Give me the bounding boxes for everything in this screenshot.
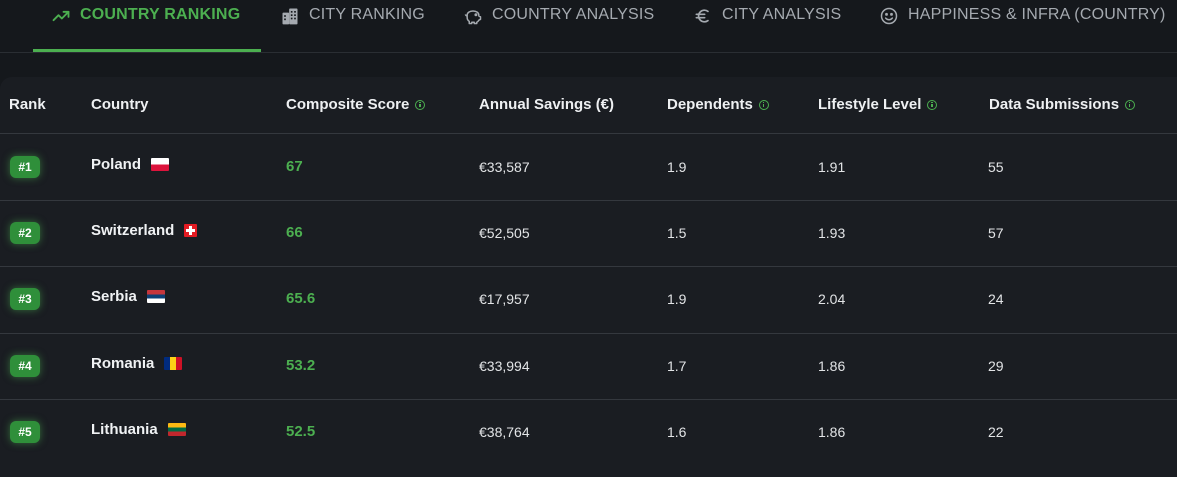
poland-flag-icon (151, 158, 170, 171)
tab-label: CITY ANALYSIS (722, 6, 842, 23)
lifestyle-level: 1.93 (818, 225, 846, 241)
country-name: Poland (91, 156, 142, 173)
rank-badge: #5 (10, 421, 40, 443)
lifestyle-level: 1.86 (818, 424, 846, 440)
tab-label: COUNTRY RANKING (80, 6, 241, 23)
country-cell: Romania (91, 355, 183, 372)
switzerland-flag-icon (184, 224, 198, 237)
tab-country-ranking[interactable]: COUNTRY RANKING (51, 0, 240, 50)
table-row[interactable]: #4 Romania 53.2 €33,994 1.7 1.86 29 (0, 333, 1177, 400)
annual-savings: €17,957 (479, 291, 530, 307)
composite-score: 66 (286, 224, 303, 241)
country-cell: Serbia (91, 288, 165, 305)
country-name: Romania (91, 355, 155, 372)
country-cell: Switzerland (91, 222, 198, 239)
tab-label: CITY RANKING (309, 6, 425, 23)
info-icon[interactable] (415, 99, 426, 110)
composite-score: 67 (286, 158, 303, 175)
column-header-composite-score[interactable]: Composite Score (286, 96, 426, 113)
dependents: 1.7 (667, 358, 687, 374)
tab-country-analysis[interactable]: COUNTRY ANALYSIS (463, 0, 654, 50)
lithuania-flag-icon (167, 423, 186, 436)
column-header-data-submissions[interactable]: Data Submissions (989, 96, 1136, 113)
serbia-flag-icon (146, 290, 165, 303)
data-submissions: 55 (988, 159, 1004, 175)
country-cell: Poland (91, 156, 170, 173)
ranking-table-panel (0, 77, 1177, 477)
info-icon[interactable] (1125, 99, 1136, 110)
smile-icon (880, 7, 898, 25)
country-cell: Lithuania (91, 421, 186, 438)
data-submissions: 29 (988, 358, 1004, 374)
annual-savings: €38,764 (479, 424, 530, 440)
table-row[interactable]: #2 Switzerland 66 €52,505 1.5 1.93 57 (0, 200, 1177, 267)
active-tab-indicator (33, 49, 261, 52)
data-submissions: 22 (988, 424, 1004, 440)
info-icon[interactable] (758, 99, 769, 110)
country-name: Switzerland (91, 222, 175, 239)
dependents: 1.5 (667, 225, 687, 241)
table-row[interactable]: #3 Serbia 65.6 €17,957 1.9 2.04 24 (0, 267, 1177, 334)
table-row[interactable]: #5 Lithuania 52.5 €38,764 1.6 1.86 22 (0, 399, 1177, 465)
euro-icon (695, 9, 709, 23)
lifestyle-level: 1.91 (818, 159, 846, 175)
trending-up-icon (52, 10, 70, 22)
column-header-country[interactable]: Country (91, 96, 149, 113)
column-header-dependents[interactable]: Dependents (667, 96, 769, 113)
annual-savings: €33,587 (479, 159, 530, 175)
tab-bar: COUNTRY RANKING CITY RANKING COUNTRY ANA… (0, 0, 1177, 53)
rank-badge: #4 (10, 355, 40, 377)
annual-savings: €52,505 (479, 225, 530, 241)
dependents: 1.6 (667, 424, 687, 440)
column-header-rank[interactable]: Rank (9, 96, 46, 113)
composite-score: 52.5 (286, 423, 316, 440)
column-header-lifestyle-level[interactable]: Lifestyle Level (818, 96, 938, 113)
data-submissions: 57 (988, 225, 1004, 241)
rank-badge: #1 (10, 156, 40, 178)
tab-happiness-infra[interactable]: HAPPINESS & INFRA (COUNTRY) (879, 0, 1166, 50)
composite-score: 65.6 (286, 290, 316, 307)
annual-savings: €33,994 (479, 358, 530, 374)
table-header-row (0, 77, 1177, 134)
table-row[interactable]: #1 Poland 67 €33,587 1.9 1.91 55 (0, 134, 1177, 201)
lifestyle-level: 2.04 (818, 291, 846, 307)
country-name: Lithuania (91, 421, 158, 438)
tab-label: HAPPINESS & INFRA (COUNTRY) (908, 6, 1166, 23)
country-name: Serbia (91, 288, 137, 305)
tab-city-ranking[interactable]: CITY RANKING (280, 0, 425, 50)
composite-score: 53.2 (286, 357, 316, 374)
lifestyle-level: 1.86 (818, 358, 846, 374)
rank-badge: #2 (10, 222, 40, 244)
piggy-bank-icon (464, 10, 482, 25)
rank-badge: #3 (10, 288, 40, 310)
info-icon[interactable] (927, 99, 938, 110)
dependents: 1.9 (667, 159, 687, 175)
dependents: 1.9 (667, 291, 687, 307)
building-icon (282, 8, 298, 25)
data-submissions: 24 (988, 291, 1004, 307)
romania-flag-icon (164, 357, 183, 370)
tab-city-analysis[interactable]: CITY ANALYSIS (693, 0, 841, 50)
column-header-annual-savings[interactable]: Annual Savings (€) (479, 96, 615, 113)
tab-label: COUNTRY ANALYSIS (492, 6, 655, 23)
